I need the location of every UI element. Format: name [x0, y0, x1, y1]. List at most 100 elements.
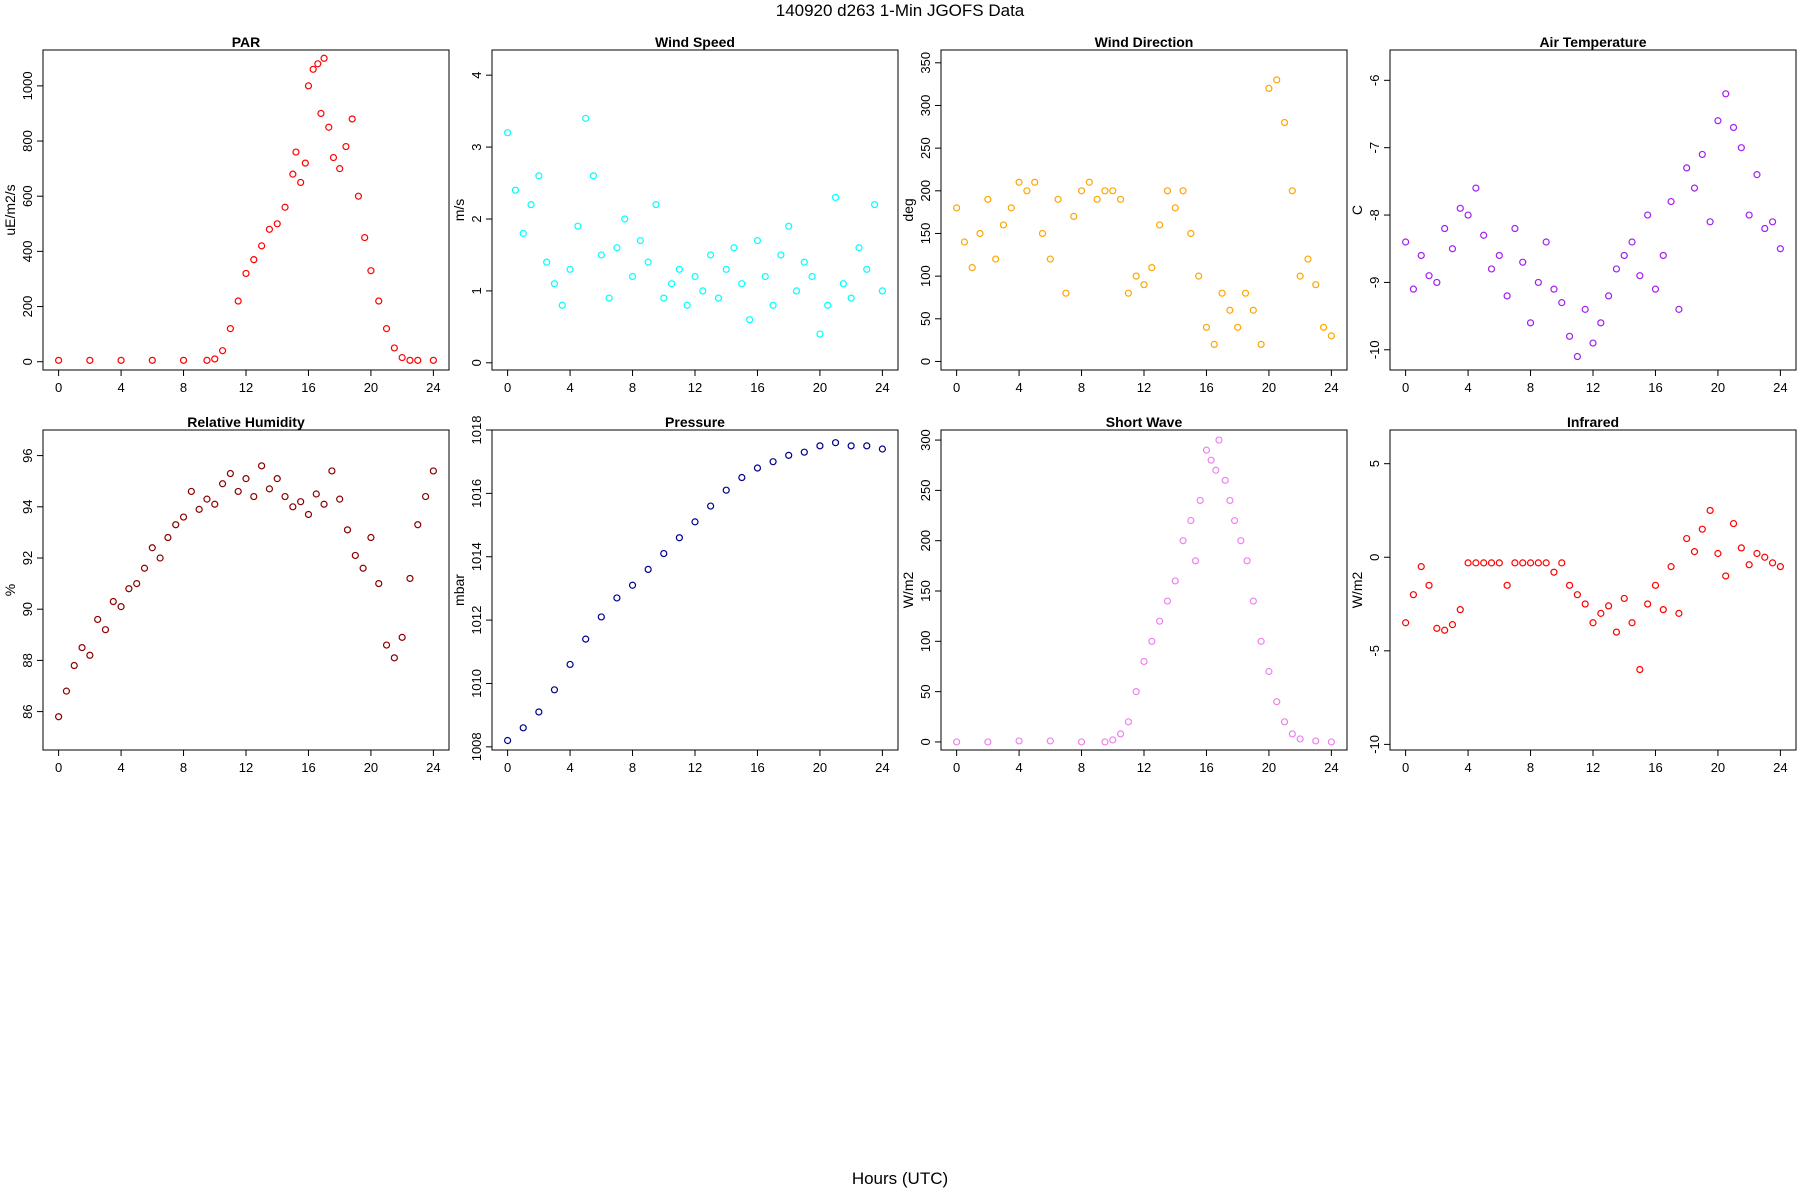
data-point — [1745, 211, 1753, 219]
data-point — [1503, 581, 1511, 589]
y-tick-label: -10 — [1367, 340, 1382, 359]
data-point — [1495, 559, 1503, 567]
data-point — [78, 643, 86, 652]
data-point — [406, 356, 414, 364]
data-point — [543, 258, 551, 266]
data-point — [1273, 698, 1281, 706]
data-point — [117, 603, 125, 611]
data-point — [1207, 456, 1215, 464]
data-point — [320, 54, 328, 62]
data-point — [1304, 255, 1312, 263]
x-tick-label: 16 — [301, 760, 315, 775]
y-tick-label: 88 — [20, 653, 35, 667]
data-point — [1526, 559, 1535, 567]
data-point — [325, 123, 333, 131]
x-tick-label: 16 — [301, 380, 315, 395]
data-point — [390, 654, 398, 662]
data-point — [550, 280, 559, 288]
panel-short-wave: Short Wave W/m2 0 4 8 12 16 20 24 0 50 100 150 200 250… — [900, 414, 1348, 775]
data-point — [55, 713, 63, 721]
data-point — [1620, 251, 1628, 260]
data-point — [336, 495, 344, 503]
data-point — [1202, 446, 1211, 454]
data-point — [1612, 628, 1621, 636]
data-point — [628, 581, 637, 589]
data-point — [976, 229, 984, 238]
data-point — [960, 238, 969, 246]
data-point — [984, 738, 992, 746]
data-point — [1312, 281, 1320, 289]
data-point — [1221, 476, 1229, 484]
y-tick-label: 0 — [918, 358, 933, 365]
x-tick-label: 16 — [750, 760, 764, 775]
data-point — [1456, 204, 1464, 212]
data-point — [582, 635, 590, 643]
data-point — [1179, 537, 1187, 545]
data-point — [1319, 323, 1328, 331]
data-point — [273, 475, 281, 483]
y-tick-label: 90 — [20, 602, 35, 616]
y-tick-label: 4 — [469, 72, 484, 79]
data-point — [414, 356, 422, 364]
data-point — [1124, 718, 1132, 726]
data-point — [1109, 736, 1117, 744]
data-point — [1296, 272, 1304, 280]
data-point — [1698, 150, 1706, 159]
data-point — [675, 265, 683, 273]
data-point — [195, 505, 203, 513]
data-point — [816, 330, 824, 338]
data-point — [1558, 559, 1566, 567]
data-point — [1402, 619, 1410, 627]
data-point — [1667, 197, 1675, 206]
y-tick-label: 0 — [1367, 554, 1382, 561]
data-point — [1558, 299, 1566, 307]
data-point — [1077, 187, 1086, 195]
data-point — [1487, 559, 1496, 567]
data-point — [1210, 340, 1218, 348]
x-tick-label: 0 — [55, 380, 62, 395]
data-point — [1077, 738, 1086, 746]
data-point — [375, 297, 383, 305]
data-point — [1417, 251, 1425, 260]
data-point — [1054, 195, 1062, 203]
data-point — [1433, 624, 1441, 632]
data-point — [301, 159, 309, 167]
data-points — [55, 54, 437, 364]
data-point — [94, 615, 102, 624]
y-axis-label: uE/m2/s — [2, 184, 18, 235]
data-point — [1237, 537, 1245, 545]
x-tick-label: 24 — [1324, 380, 1338, 395]
data-point — [1675, 305, 1683, 313]
panel-title: Wind Direction — [1095, 34, 1194, 50]
data-point — [707, 502, 715, 510]
data-point — [1714, 549, 1722, 558]
data-point — [1191, 557, 1200, 565]
data-point — [1628, 238, 1636, 246]
y-tick-label: 94 — [20, 500, 35, 514]
data-point — [785, 222, 793, 230]
data-point — [258, 242, 266, 250]
data-point — [317, 109, 325, 118]
data-point — [1480, 559, 1488, 567]
data-point — [62, 687, 71, 695]
data-point — [398, 633, 406, 641]
y-axis-label: % — [2, 584, 18, 596]
data-point — [628, 272, 637, 281]
data-point — [1171, 577, 1179, 585]
data-point — [1163, 597, 1172, 605]
data-point — [1132, 272, 1140, 280]
data-point — [226, 469, 234, 478]
x-tick-label: 0 — [1402, 380, 1409, 395]
data-point — [1140, 657, 1148, 666]
data-point — [1667, 563, 1675, 571]
data-point — [1722, 572, 1730, 580]
data-point — [1101, 187, 1109, 195]
y-tick-label: 100 — [918, 265, 933, 287]
data-point — [566, 660, 574, 669]
data-point — [652, 201, 660, 209]
x-tick-label: 0 — [55, 760, 62, 775]
data-point — [1776, 245, 1784, 253]
x-tick-label: 20 — [1711, 380, 1725, 395]
data-point — [1597, 609, 1605, 617]
y-tick-label: 1010 — [469, 669, 484, 698]
